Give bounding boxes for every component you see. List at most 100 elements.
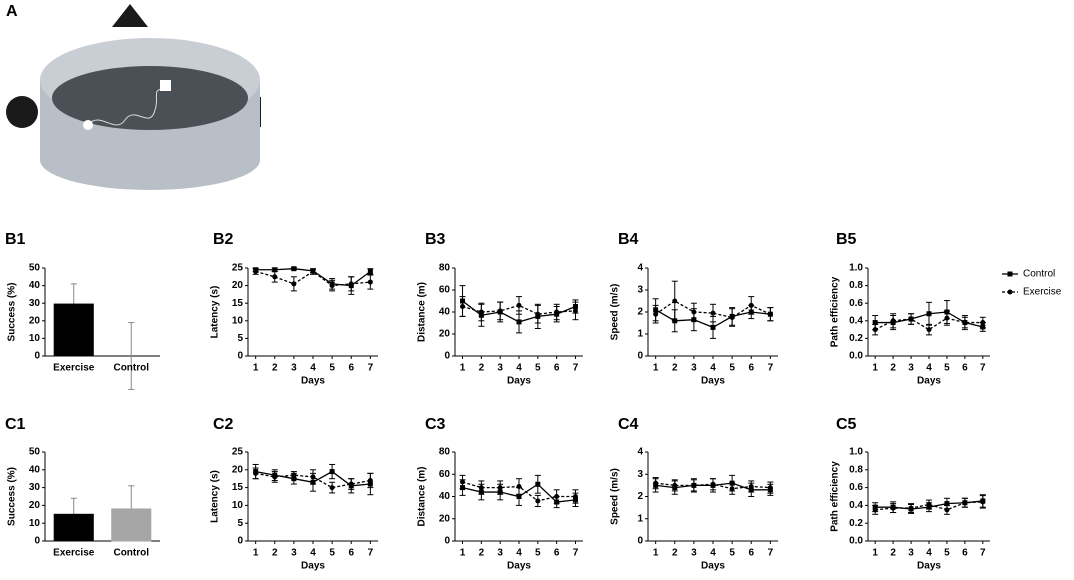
y-tick-label: 20 [232,464,244,475]
x-tick-label: 7 [573,548,579,559]
marker [729,486,735,492]
marker [460,479,466,485]
y-tick-label: 10 [232,500,244,511]
x-tick-label: 7 [768,548,774,559]
x-tick-label: 4 [926,548,932,559]
x-tick-label: 5 [729,363,735,374]
y-tick-label: 15 [232,482,244,493]
y-axis-title: Distance (m) [417,466,428,526]
marker [572,308,578,314]
x-tick-label: 6 [554,548,560,559]
y-tick-label: 0.0 [849,351,863,362]
swim-path [87,87,167,126]
x-tick-label: 3 [908,363,914,374]
marker [460,304,466,309]
marker [962,500,968,506]
marker [890,505,896,511]
y-tick-label: 50 [29,447,41,458]
y-tick-label: 0.8 [849,464,863,475]
y-tick-label: 1.0 [849,447,863,458]
y-tick-label: 1.0 [849,263,863,274]
y-tick-label: 2 [637,491,643,502]
y-axis-title: Path efficiency [830,276,841,347]
x-tick-label: 7 [573,363,579,374]
marker [516,494,522,499]
marker [272,274,278,280]
x-tick-label: 1 [872,363,878,374]
cue-triangle [112,4,148,27]
x-tick-label: 2 [672,363,678,374]
y-tick-label: 20 [439,329,451,340]
marker [691,309,697,315]
y-tick-label: 40 [29,464,41,475]
x-tick-label: 3 [497,363,503,374]
y-tick-label: 30 [29,482,41,493]
y-tick-label: 4 [637,263,643,274]
x-tick-label: 7 [368,363,374,374]
y-tick-label: 50 [29,263,41,274]
marker [554,309,560,315]
x-tick-label: 6 [748,363,754,374]
marker [908,505,914,511]
panel-label: C1 [5,416,26,433]
x-tick-label: 4 [516,363,522,374]
y-tick-label: 40 [439,307,451,318]
x-tick-label: 6 [348,548,354,559]
x-tick-label: 5 [944,363,950,374]
x-tick-label: 3 [691,363,697,374]
marker [367,477,373,483]
x-tick-label: 1 [253,363,259,374]
marker [272,474,278,480]
y-tick-label: 3 [637,469,643,480]
y-axis-title: Success (%) [7,283,18,342]
marker [980,499,986,505]
y-tick-label: 0.8 [849,280,863,291]
y-tick-label: 20 [232,280,244,291]
marker [944,501,950,507]
x-tick-label: 3 [291,548,297,559]
marker [310,474,316,480]
x-tick-label: 3 [691,548,697,559]
panel-label: C2 [213,416,234,433]
x-tick-label: 3 [497,548,503,559]
x-tick-label: 3 [908,548,914,559]
y-tick-label: 20 [439,513,451,524]
x-tick-label: 2 [890,363,896,374]
x-axis-title: Days [301,561,325,572]
marker [497,308,503,314]
y-tick-label: 4 [637,447,643,458]
x-tick-label: 1 [653,548,659,559]
y-tick-label: 0 [34,536,40,547]
y-tick-label: 0.0 [849,536,863,547]
start-point [83,120,93,130]
x-tick-label: 1 [872,548,878,559]
x-tick-label: 5 [329,363,335,374]
y-tick-label: 0 [637,351,643,362]
x-tick-label: 3 [291,363,297,374]
marker [710,310,716,316]
platform [160,80,171,91]
marker [497,485,503,491]
panel-label: C4 [618,416,639,433]
x-tick-label: 4 [926,363,932,374]
y-axis-title: Latency (s) [210,286,221,339]
y-tick-label: 0.6 [849,482,863,493]
marker [291,281,297,287]
x-tick-label: 1 [653,363,659,374]
marker [329,485,335,491]
y-axis-title: Latency (s) [210,470,221,523]
x-tick-label: 6 [962,548,968,559]
legend-label: Exercise [1023,287,1062,298]
marker [926,311,932,317]
y-tick-label: 0.2 [849,518,863,529]
y-tick-label: 10 [232,315,244,326]
x-tick-label: 7 [768,363,774,374]
x-tick-label: 4 [710,548,716,559]
x-tick-label: 6 [962,363,968,374]
panel-label: B2 [213,231,234,248]
marker [944,507,950,513]
bar [111,508,152,542]
x-tick-label: 2 [272,363,278,374]
marker [516,319,522,325]
